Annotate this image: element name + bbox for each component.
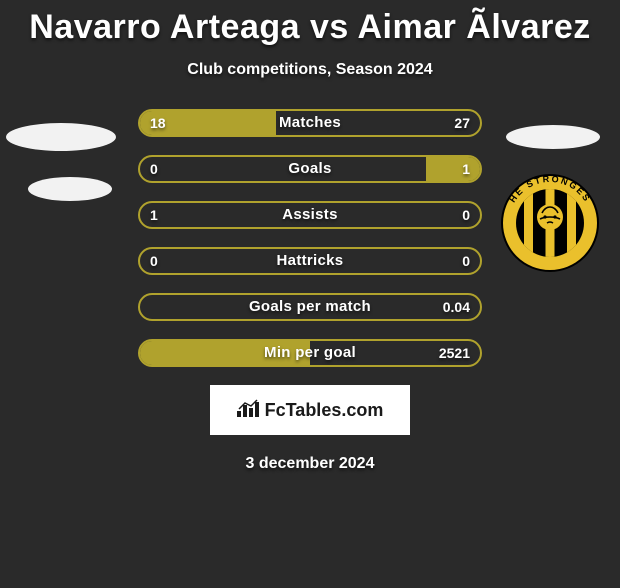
stat-value-right: 2521 bbox=[439, 341, 470, 365]
stat-row: 0Hattricks0 bbox=[138, 247, 482, 275]
stat-label: Assists bbox=[140, 203, 480, 227]
page-title: Navarro Arteaga vs Aimar Ãlvarez bbox=[0, 8, 620, 47]
stat-row: 18Matches27 bbox=[138, 109, 482, 137]
stat-label: Goals per match bbox=[140, 295, 480, 319]
stat-label: Min per goal bbox=[140, 341, 480, 365]
player-right-placeholder bbox=[506, 125, 600, 149]
stat-row: 1Assists0 bbox=[138, 201, 482, 229]
date-label: 3 december 2024 bbox=[0, 455, 620, 473]
player-left-placeholder-1 bbox=[6, 123, 116, 151]
player-left-placeholder-2 bbox=[28, 177, 112, 201]
stat-row: Min per goal2521 bbox=[138, 339, 482, 367]
stat-value-right: 1 bbox=[462, 157, 470, 181]
page-subtitle: Club competitions, Season 2024 bbox=[0, 61, 620, 79]
source-logo: FcTables.com bbox=[210, 385, 410, 435]
stat-value-right: 0 bbox=[462, 203, 470, 227]
stat-row: 0Goals1 bbox=[138, 155, 482, 183]
stats-list: 18Matches270Goals11Assists00Hattricks0Go… bbox=[138, 109, 482, 367]
club-badge: HE STRONGES bbox=[500, 173, 600, 273]
stat-row: Goals per match0.04 bbox=[138, 293, 482, 321]
chart-area: HE STRONGES 18Matches270Goals11Assists00… bbox=[0, 109, 620, 473]
source-logo-text: FcTables.com bbox=[265, 400, 384, 421]
stat-label: Matches bbox=[140, 111, 480, 135]
stat-label: Hattricks bbox=[140, 249, 480, 273]
stat-value-right: 27 bbox=[454, 111, 470, 135]
stat-value-right: 0.04 bbox=[443, 295, 470, 319]
fctables-icon bbox=[237, 399, 259, 422]
stat-label: Goals bbox=[140, 157, 480, 181]
stat-value-right: 0 bbox=[462, 249, 470, 273]
